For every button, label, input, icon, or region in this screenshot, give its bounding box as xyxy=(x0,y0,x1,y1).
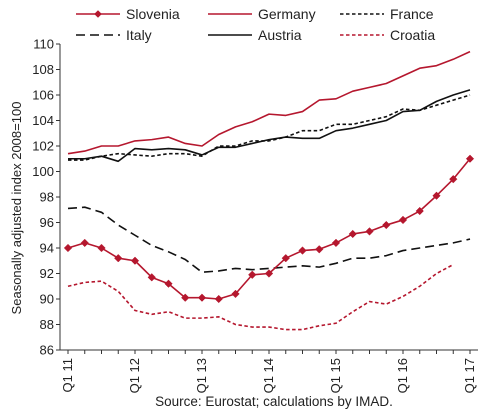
series-germany xyxy=(67,50,471,155)
x-tick-label: Q1 16 xyxy=(395,358,410,393)
series-france xyxy=(68,94,471,161)
legend-item-germany: Germany xyxy=(208,6,316,22)
y-axis-title: Seasonally adjusted index 2008=100 xyxy=(9,102,24,315)
data-point xyxy=(97,243,106,253)
y-tick-label: 98 xyxy=(40,190,54,205)
data-point xyxy=(80,238,89,248)
data-point xyxy=(264,269,274,278)
data-point xyxy=(281,254,290,263)
data-point xyxy=(365,227,374,236)
legend-marker xyxy=(94,10,102,18)
series-line-austria xyxy=(68,89,471,163)
legend-label: Slovenia xyxy=(126,6,180,22)
data-point xyxy=(398,215,408,225)
y-tick-label: 96 xyxy=(40,215,54,230)
y-tick-label: 102 xyxy=(32,139,54,154)
data-point xyxy=(197,293,207,302)
data-point xyxy=(432,191,441,200)
legend-item-italy: Italy xyxy=(76,27,152,43)
y-tick-label: 88 xyxy=(40,317,54,332)
data-point xyxy=(315,245,324,254)
legend-item-austria: Austria xyxy=(208,27,302,43)
series-line-france xyxy=(68,94,471,161)
data-point xyxy=(248,270,257,279)
x-tick-label: Q1 13 xyxy=(194,358,209,393)
x-tick-label: Q1 12 xyxy=(127,358,142,393)
y-tick-label: 86 xyxy=(40,343,54,358)
series-line-germany xyxy=(67,50,471,155)
series-italy xyxy=(67,206,471,274)
legend-item-slovenia: Slovenia xyxy=(76,6,180,22)
y-tick-label: 110 xyxy=(33,37,54,52)
data-point xyxy=(214,294,223,304)
legend-item-croatia: Croatia xyxy=(340,27,435,43)
data-point xyxy=(331,238,341,248)
series-line-croatia xyxy=(67,263,454,331)
legend-label: France xyxy=(390,6,434,22)
data-point xyxy=(181,293,190,302)
legend-label: Croatia xyxy=(390,27,435,43)
legend-label: Austria xyxy=(258,27,302,43)
y-tick-label: 92 xyxy=(40,266,54,281)
y-tick-label: 100 xyxy=(32,164,54,179)
source-note: Source: Eurostat; calculations by IMAD. xyxy=(155,394,393,409)
x-tick-label: Q1 14 xyxy=(261,358,276,393)
data-point xyxy=(465,154,475,163)
y-tick-label: 90 xyxy=(40,292,54,307)
axes: 86 88 90 92 94 96 98 100 102 104 106 108 110 Q1 11 Q1 … xyxy=(32,37,478,393)
x-tick-label: Q1 17 xyxy=(462,358,477,393)
data-point xyxy=(348,229,357,239)
data-point xyxy=(130,256,140,265)
y-tick-label: 106 xyxy=(32,88,54,103)
data-point xyxy=(298,246,307,255)
series-layer xyxy=(63,50,475,331)
series-line-italy xyxy=(67,206,471,274)
legend-item-france: France xyxy=(340,6,434,22)
data-point xyxy=(147,273,156,282)
data-point xyxy=(382,220,391,230)
data-point xyxy=(449,174,458,184)
data-point xyxy=(415,206,424,216)
x-tick-label: Q1 11 xyxy=(60,358,75,392)
y-tick-label: 94 xyxy=(40,241,54,256)
legend-label: Italy xyxy=(126,27,152,43)
data-point xyxy=(231,289,240,299)
series-slovenia xyxy=(63,154,475,304)
series-austria xyxy=(68,89,471,163)
legend: Slovenia Germany France Italy Austria Croatia xyxy=(76,6,435,43)
y-tick-label: 104 xyxy=(32,113,54,128)
legend-label: Germany xyxy=(258,6,316,22)
series-line-slovenia xyxy=(67,158,471,300)
y-tick-label: 108 xyxy=(32,62,54,77)
data-point xyxy=(164,279,173,288)
data-point xyxy=(63,243,73,253)
x-tick-label: Q1 15 xyxy=(328,358,343,393)
series-croatia xyxy=(67,263,454,331)
data-point xyxy=(114,254,123,263)
